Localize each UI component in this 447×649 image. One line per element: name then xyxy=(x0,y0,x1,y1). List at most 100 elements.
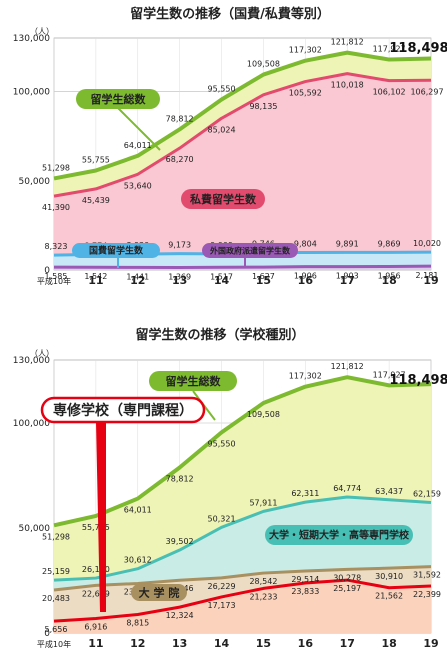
data-label-1: 85,024 xyxy=(208,125,236,134)
y-tick-label: 100,000 xyxy=(13,419,50,429)
data-label-2: 8,323 xyxy=(45,242,68,251)
data-label-3: 1,441 xyxy=(126,272,149,281)
data-label-1: 53,640 xyxy=(124,181,152,190)
data-label-2: 22,679 xyxy=(82,589,110,598)
data-label-2: 9,804 xyxy=(294,240,317,249)
area-0 xyxy=(54,377,431,581)
data-label-2: 31,592 xyxy=(413,571,441,580)
data-label-2: 29,514 xyxy=(291,575,319,584)
data-label-1: 45,439 xyxy=(82,196,110,205)
x-tick-label: 12 xyxy=(130,274,145,287)
data-label-0: 117,302 xyxy=(289,372,322,381)
data-label-3: 1,585 xyxy=(45,272,68,281)
legend-pointer xyxy=(117,107,161,151)
legend-gov-label: 国費留学生数 xyxy=(89,245,144,257)
x-tick-label: 11 xyxy=(88,274,103,287)
x-tick-label: 18 xyxy=(381,274,396,287)
x-tick-label: 13 xyxy=(172,274,187,287)
area-3 xyxy=(54,580,431,633)
y-tick-label: 130,000 xyxy=(13,34,50,44)
y-tick-label: 0 xyxy=(44,266,50,276)
legend-pointer xyxy=(96,422,106,612)
y-tick-label: 0 xyxy=(44,629,50,639)
y-tick-label: 100,000 xyxy=(13,88,50,98)
data-label-1: 106,102 xyxy=(373,88,406,97)
area-1 xyxy=(54,73,431,256)
x-tick-label: 13 xyxy=(172,637,187,649)
y-tick-label: 130,000 xyxy=(13,356,50,366)
legend-foreign-label: 外国政府派遣留学生数 xyxy=(210,245,291,255)
data-label-1: 105,592 xyxy=(289,89,322,98)
x-tick-label: 平成10年 xyxy=(37,639,71,649)
series-line-2 xyxy=(53,565,432,592)
legend-senmon-label: 専修学校（専門課程） xyxy=(53,402,193,419)
data-label-0: 51,298 xyxy=(42,163,70,172)
x-tick-label: 平成10年 xyxy=(37,276,71,286)
legend-univ-box xyxy=(265,525,413,545)
chart1-axis: 0 50,000 100,000 130,000 平成10年 11 12 13 14 15 16 17… xyxy=(13,34,439,287)
x-tick-label: 16 xyxy=(298,274,314,287)
chart2-lines xyxy=(53,375,432,623)
data-label-0: 121,812 xyxy=(331,38,364,47)
x-tick-label: 15 xyxy=(256,637,271,649)
data-label-0: 109,508 xyxy=(247,60,280,69)
data-label-3: 1,627 xyxy=(252,272,275,281)
data-label-3: 12,324 xyxy=(166,611,194,620)
data-label-3: 2,181 xyxy=(416,271,439,280)
data-label-2: 30,910 xyxy=(375,572,403,581)
data-label-1: 64,774 xyxy=(333,484,361,493)
series-line-3 xyxy=(53,264,432,270)
data-label-2: 26,229 xyxy=(208,582,236,591)
data-label-0: 121,812 xyxy=(331,362,364,371)
data-label-1: 57,911 xyxy=(249,498,277,507)
chart1-unit: （人） xyxy=(30,27,54,36)
data-label-1: 98,135 xyxy=(249,102,277,111)
data-label-1: 62,311 xyxy=(291,489,319,498)
data-label-1: 39,502 xyxy=(166,537,194,546)
data-label-3: 1,369 xyxy=(168,273,191,282)
series-line-0 xyxy=(53,50,432,181)
data-label-0: 64,011 xyxy=(124,141,152,150)
y-tick-label: 50,000 xyxy=(19,177,51,187)
data-label-3: 21,233 xyxy=(249,592,277,601)
legend-univ-label: 大学・短期大学・高等専門学校 xyxy=(269,529,410,542)
x-tick-label: 12 xyxy=(130,637,145,649)
data-label-3: 1,903 xyxy=(336,272,359,281)
data-label-0: 118,498 xyxy=(389,373,447,388)
data-label-3: 6,916 xyxy=(84,622,107,631)
data-label-3: 8,815 xyxy=(126,618,149,627)
data-label-2: 30,278 xyxy=(333,573,361,582)
data-label-1: 106,297 xyxy=(410,87,443,96)
legend-senmon-box xyxy=(40,396,206,424)
data-label-1: 50,321 xyxy=(208,514,236,523)
y-tick-label: 50,000 xyxy=(19,524,51,534)
x-tick-label: 14 xyxy=(214,274,230,287)
legend-gov-box xyxy=(72,243,160,258)
x-tick-label: 19 xyxy=(423,637,438,649)
x-tick-label: 11 xyxy=(88,637,103,649)
series-line-1 xyxy=(53,72,432,198)
series-line-3 xyxy=(53,578,432,623)
data-label-0: 78,812 xyxy=(166,114,194,123)
data-label-3: 21,562 xyxy=(375,592,403,601)
data-label-0: 117,927 xyxy=(373,370,406,379)
data-label-2: 20,483 xyxy=(42,594,70,603)
chart2-axis: 0 50,000 100,000 130,000 平成10年 11 12 13 14 15 16 17… xyxy=(13,356,439,649)
x-tick-label: 19 xyxy=(423,274,438,287)
chart2-unit: （人） xyxy=(30,349,54,358)
data-label-0: 55,755 xyxy=(82,523,110,532)
legend-grad-label: 大 学 院 xyxy=(139,585,180,599)
chart1-title: 留学生数の推移（国費/私費等別） xyxy=(130,6,330,22)
data-label-0: 95,550 xyxy=(208,439,236,448)
data-label-2: 9,173 xyxy=(168,241,191,250)
chart1-areas xyxy=(54,52,431,270)
area-1 xyxy=(54,496,431,590)
data-label-2: 9,891 xyxy=(336,239,359,248)
data-label-0: 118,498 xyxy=(389,41,447,56)
legend-total-box xyxy=(149,371,237,391)
x-tick-label: 17 xyxy=(340,274,355,287)
data-label-1: 26,160 xyxy=(82,565,110,574)
